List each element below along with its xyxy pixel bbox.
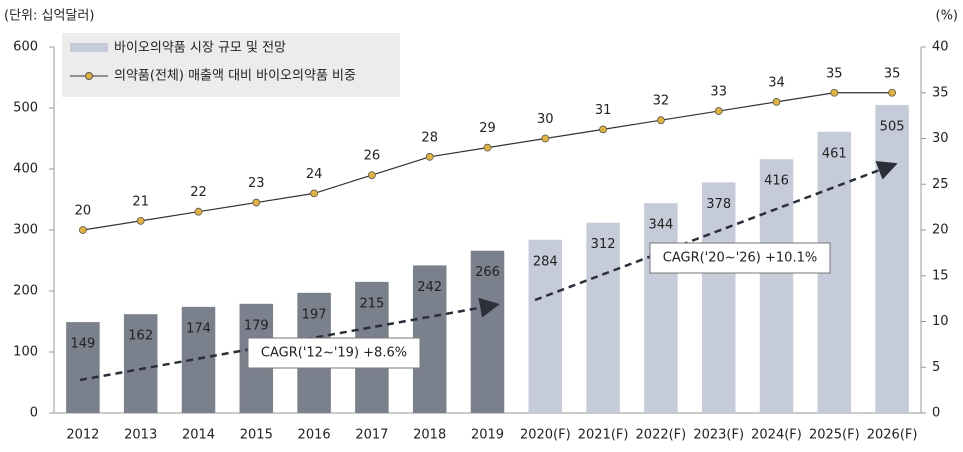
x-tick-label: 2026(F) (867, 428, 918, 443)
bar-value-label: 344 (648, 218, 673, 233)
y2-axis-label: (%) (936, 9, 959, 24)
y-tick-label: 100 (13, 345, 38, 360)
y2-tick-label: 25 (932, 177, 949, 192)
y2-tick-label: 35 (932, 85, 949, 100)
line-value-label: 28 (421, 130, 438, 145)
y-tick-label: 300 (13, 223, 38, 238)
y2-tick-label: 30 (932, 131, 949, 146)
bar-value-label: 174 (186, 321, 211, 336)
bar-value-label: 461 (822, 146, 847, 161)
x-tick-label: 2024(F) (751, 428, 802, 443)
x-tick-label: 2014 (182, 428, 215, 443)
line-marker (830, 88, 839, 97)
line-value-label: 24 (306, 167, 323, 182)
x-tick-label: 2013 (124, 428, 157, 443)
y2-tick-label: 0 (932, 406, 940, 421)
line-marker (772, 98, 781, 106)
y2-tick-label: 10 (932, 314, 949, 329)
line-value-label: 20 (75, 204, 92, 219)
bar (586, 222, 620, 413)
bar-value-label: 162 (128, 329, 153, 344)
bar (123, 314, 158, 413)
y-tick-label: 600 (13, 40, 38, 55)
x-tick-label: 2023(F) (693, 428, 744, 443)
line-marker (714, 107, 723, 115)
line-value-label: 35 (826, 66, 843, 81)
bar-value-label: 378 (706, 197, 731, 212)
line-marker (425, 152, 434, 161)
line-value-label: 21 (132, 194, 149, 209)
line-value-label: 34 (768, 75, 785, 90)
x-tick-label: 2016 (298, 428, 331, 443)
bar (470, 250, 505, 413)
bar-value-label: 505 (880, 119, 905, 134)
annotation-box (247, 337, 421, 369)
line-marker (599, 125, 607, 134)
bar-value-label: 179 (244, 318, 269, 333)
y-tick-label: 0 (30, 406, 38, 421)
bar (66, 322, 100, 413)
line-marker (888, 88, 896, 97)
line-marker (79, 226, 87, 234)
line-value-label: 26 (364, 149, 381, 164)
bar-value-label: 284 (533, 254, 558, 269)
line-marker (136, 216, 145, 225)
line-marker (483, 143, 492, 152)
x-tick-label: 2021(F) (578, 428, 629, 443)
bar-value-label: 215 (359, 296, 384, 311)
line-value-label: 33 (710, 85, 727, 100)
y-tick-label: 200 (13, 284, 38, 299)
annotation: CAGR('12~'19) +8.6% (261, 346, 407, 361)
annotation-box (649, 242, 831, 274)
x-tick-label: 2022(F) (636, 428, 687, 443)
line-value-label: 32 (653, 94, 670, 109)
line-value-label: 22 (190, 185, 207, 200)
bar (528, 239, 563, 413)
y2-tick-label: 40 (932, 40, 949, 55)
line-marker (194, 207, 203, 216)
legend-box (62, 33, 400, 97)
y2-tick-label: 15 (932, 268, 949, 283)
line-value-label: 29 (479, 121, 496, 136)
x-tick-label: 2017 (355, 428, 388, 443)
line-marker (367, 171, 376, 180)
y2-tick-label: 5 (932, 360, 940, 375)
bar (701, 182, 736, 413)
y-tick-label: 400 (13, 162, 38, 177)
bar-value-label: 242 (417, 280, 442, 295)
bar-value-label: 266 (475, 265, 500, 280)
x-tick-label: 2015 (240, 428, 273, 443)
x-tick-label: 2019 (471, 428, 504, 443)
line-marker (252, 198, 261, 207)
line-marker (541, 134, 550, 143)
line-marker (310, 189, 319, 198)
line-value-label: 35 (884, 66, 901, 81)
bar (644, 203, 678, 413)
bar (759, 159, 794, 413)
x-tick-label: 2025(F) (809, 428, 860, 443)
legend-label: 의약품(전체) 매출액 대비 바이오의약품 비중 (114, 69, 356, 84)
y2-tick-label: 20 (932, 223, 949, 238)
line-value-label: 23 (248, 176, 265, 191)
bar-value-label: 416 (764, 174, 789, 189)
legend-swatch (70, 43, 108, 52)
line-value-label: 30 (537, 112, 554, 127)
line-marker (657, 116, 665, 125)
x-tick-label: 2012 (66, 428, 99, 443)
y-tick-label: 500 (13, 101, 38, 116)
bar-value-label: 149 (70, 337, 95, 352)
line-value-label: 31 (595, 103, 612, 118)
trend-arrow (534, 160, 898, 302)
bar-value-label: 312 (591, 237, 616, 252)
y-axis-label: (단위: 십억달러) (4, 9, 94, 24)
x-tick-label: 2020(F) (520, 428, 571, 443)
annotation: CAGR('20~'26) +10.1% (663, 251, 817, 266)
bar-value-label: 197 (302, 307, 327, 322)
x-tick-label: 2018 (413, 428, 446, 443)
legend-swatch (85, 72, 93, 80)
bar (875, 104, 909, 413)
legend-label: 바이오의약품 시장 규모 및 전망 (114, 41, 286, 56)
